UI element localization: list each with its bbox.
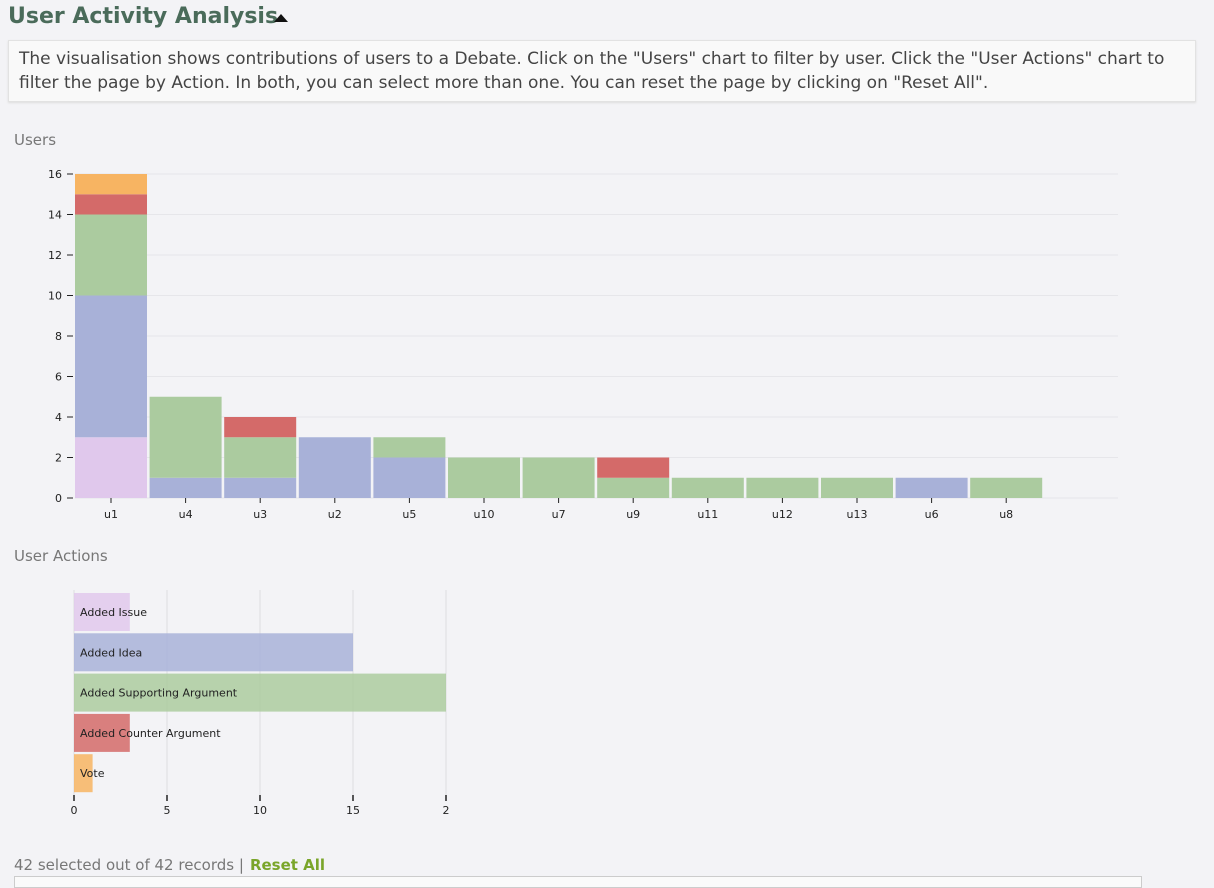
y-tick-label: 16 [48,168,62,181]
bar-segment-u12[interactable] [746,477,819,498]
bar-segment-u1[interactable] [75,194,147,215]
bar-segment-u3[interactable] [224,477,297,498]
y-tick-label: 10 [48,290,62,303]
x-tick-label: u6 [925,508,939,521]
bar-segment-u7[interactable] [522,457,595,499]
x-tick-label: u1 [104,508,118,521]
description-panel: The visualisation shows contributions of… [8,40,1196,102]
y-tick-label: 4 [55,411,62,424]
y-tick-label: 0 [55,492,62,505]
x-tick-label: 2 [443,804,450,817]
x-tick-label: u2 [328,508,342,521]
bar-segment-u8[interactable] [970,477,1043,498]
footer-status: 42 selected out of 42 records | Reset All [14,856,325,874]
bar-segment-u2[interactable] [298,437,371,498]
reset-all-link[interactable]: Reset All [249,856,326,874]
x-tick-label: 0 [71,804,78,817]
bar-segment-u10[interactable] [448,457,520,499]
bar-segment-u1[interactable] [75,214,147,296]
bar-segment-u1[interactable] [75,295,147,438]
y-tick-label: 2 [55,452,62,465]
data-table [14,876,1142,888]
action-bar-label: Vote [80,767,105,780]
bar-segment-u1[interactable] [75,437,147,498]
separator: | [238,856,244,874]
x-tick-label: u5 [402,508,416,521]
x-tick-label: 5 [164,804,171,817]
action-bar-label: Added Supporting Argument [80,687,238,700]
y-tick-label: 12 [48,249,62,262]
x-tick-label: 15 [346,804,360,817]
bar-segment-u3[interactable] [224,437,297,478]
x-tick-label: u4 [179,508,193,521]
bar-segment-u5[interactable] [373,457,446,499]
x-tick-label: u3 [253,508,267,521]
selection-count: 42 selected out of 42 records [14,856,235,874]
x-tick-label: u13 [847,508,868,521]
y-tick-label: 6 [55,371,62,384]
action-bar-label: Added Idea [80,646,142,659]
action-bar[interactable] [74,633,353,672]
action-bar[interactable] [74,673,446,712]
x-tick-label: u9 [626,508,640,521]
action-bar[interactable] [74,713,130,752]
x-tick-label: 10 [253,804,267,817]
bar-segment-u4[interactable] [149,477,222,498]
x-tick-label: u12 [772,508,793,521]
action-bar-label: Added Counter Argument [80,727,221,740]
bar-segment-u1[interactable] [75,174,147,195]
action-bar-label: Added Issue [80,606,147,619]
bar-segment-u9[interactable] [597,477,670,498]
bar-segment-u6[interactable] [895,477,968,498]
y-tick-label: 8 [55,330,62,343]
bar-segment-u9[interactable] [597,457,670,478]
action-bar[interactable] [74,754,93,793]
y-tick-label: 14 [48,209,62,222]
x-tick-label: u7 [552,508,566,521]
x-tick-label: u8 [999,508,1013,521]
bar-segment-u4[interactable] [149,396,222,478]
bar-segment-u11[interactable] [671,477,744,498]
page-title: User Activity Analysis [8,4,279,29]
bar-segment-u3[interactable] [224,417,297,438]
bar-segment-u13[interactable] [821,477,893,498]
actions-chart-title: User Actions [14,547,108,565]
bar-segment-u5[interactable] [373,437,446,458]
x-tick-label: u11 [697,508,718,521]
x-tick-label: u10 [474,508,495,521]
users-chart-title: Users [14,131,57,149]
triangle-up-icon[interactable] [274,14,288,22]
action-bar[interactable] [74,593,130,631]
